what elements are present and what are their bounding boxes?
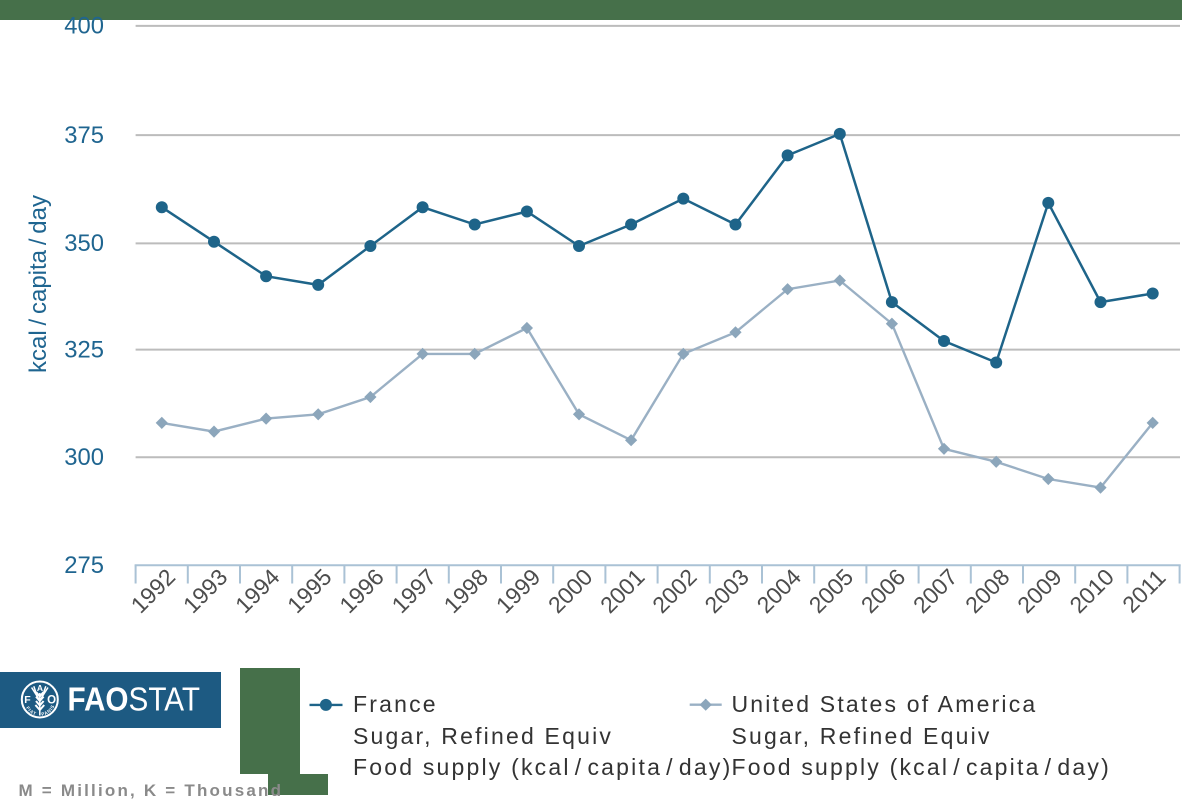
svg-text:1993: 1993	[178, 564, 233, 619]
svg-text:300: 300	[64, 444, 104, 471]
svg-text:350: 350	[64, 230, 104, 257]
svg-text:O: O	[47, 694, 56, 706]
svg-text:2006: 2006	[856, 564, 911, 619]
svg-text:kcal / capita / day: kcal / capita / day	[25, 195, 52, 373]
svg-text:2010: 2010	[1064, 564, 1119, 619]
svg-text:1999: 1999	[491, 564, 546, 619]
svg-text:2004: 2004	[751, 564, 806, 619]
svg-text:375: 375	[64, 122, 104, 149]
svg-text:1994: 1994	[230, 564, 285, 619]
svg-text:2001: 2001	[595, 564, 650, 619]
svg-text:2003: 2003	[699, 564, 754, 619]
svg-text:2011: 2011	[1117, 564, 1170, 617]
svg-text:325: 325	[64, 336, 104, 363]
svg-text:2009: 2009	[1012, 564, 1067, 619]
svg-text:1997: 1997	[386, 564, 441, 619]
svg-text:400: 400	[64, 13, 104, 40]
svg-text:2007: 2007	[908, 564, 963, 619]
svg-text:1992: 1992	[126, 564, 181, 619]
svg-text:2008: 2008	[960, 564, 1015, 619]
svg-text:2002: 2002	[647, 564, 702, 619]
svg-text:275: 275	[64, 552, 104, 579]
svg-text:FAOSTAT: FAOSTAT	[68, 681, 200, 718]
svg-text:1995: 1995	[282, 564, 337, 619]
svg-text:1996: 1996	[334, 564, 389, 619]
svg-text:1998: 1998	[439, 564, 494, 619]
svg-text:A: A	[37, 683, 43, 693]
svg-text:2000: 2000	[543, 564, 598, 619]
svg-text:F: F	[24, 694, 31, 706]
svg-text:2005: 2005	[804, 564, 859, 619]
